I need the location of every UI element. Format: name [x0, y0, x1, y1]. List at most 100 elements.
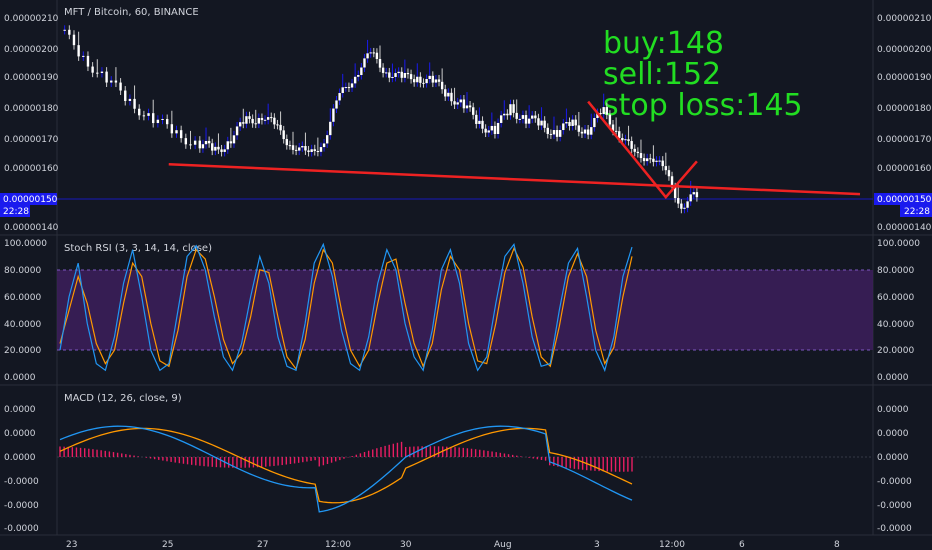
- candle-body: [667, 170, 671, 177]
- candle-body: [198, 140, 202, 149]
- macd-tick-right: -0.0000: [877, 477, 912, 487]
- candle-body: [226, 141, 229, 150]
- candle-body: [110, 80, 113, 83]
- macd-tick-left: -0.0000: [4, 524, 39, 534]
- candle-body: [416, 76, 419, 83]
- candle-body: [332, 108, 335, 122]
- candle-body: [437, 79, 441, 82]
- candle-body: [599, 113, 602, 115]
- timer-right: 22:28: [904, 207, 930, 217]
- candle-body: [540, 120, 543, 126]
- candle-body: [627, 139, 630, 142]
- price-tick-left: 0.00000190: [4, 73, 59, 83]
- candle-body: [189, 144, 192, 146]
- stoch-tick-left: 100.0000: [4, 239, 47, 249]
- candle-body: [304, 146, 307, 151]
- stoch-tick-left: 80.0000: [4, 266, 41, 276]
- candle-body: [447, 92, 450, 97]
- candle-body: [633, 148, 636, 152]
- candle-body: [586, 129, 590, 135]
- candle-body: [307, 150, 310, 152]
- stoch-tick-left: 40.0000: [4, 320, 41, 330]
- stoch-tick-right: 60.0000: [877, 293, 914, 303]
- last-price-badge-left: [0, 193, 57, 205]
- candle-body: [68, 29, 71, 35]
- macd-axis-right: 0.0000 0.0000 0.0000 -0.0000 -0.0000 -0.…: [877, 405, 912, 534]
- candle-body: [459, 99, 462, 103]
- candle-body: [301, 146, 304, 148]
- candle-body: [537, 118, 540, 126]
- candle-body: [605, 107, 608, 115]
- candle-body: [434, 79, 438, 83]
- candle-body: [310, 149, 313, 152]
- stoch-tick-left: 0.0000: [4, 373, 36, 383]
- stoch-tick-right: 0.0000: [877, 373, 909, 383]
- candle-body: [353, 76, 357, 84]
- candle-body: [673, 187, 677, 199]
- candle-body: [211, 143, 214, 151]
- macd-title: MACD (12, 26, close, 9): [64, 393, 182, 404]
- candle-body: [207, 140, 211, 144]
- candle-body: [313, 149, 316, 152]
- candle-body: [555, 130, 559, 137]
- candle-body: [128, 98, 132, 101]
- candle-body: [543, 120, 546, 128]
- macd-line: [59, 425, 633, 513]
- candle-body: [242, 122, 245, 124]
- candle-body: [431, 75, 435, 83]
- price-tick-right: 0.00000180: [877, 104, 932, 114]
- candle-body: [692, 192, 695, 195]
- candle-body: [453, 101, 456, 105]
- candle-body: [298, 147, 301, 151]
- candle-body: [378, 58, 382, 68]
- price-tick-right: 0.00000140: [877, 223, 932, 233]
- candle-body: [487, 130, 490, 133]
- x-tick: Aug: [494, 540, 512, 550]
- candle-body: [670, 176, 674, 188]
- x-tick: 3: [594, 540, 600, 550]
- candle-body: [624, 139, 627, 141]
- candle-body: [425, 79, 428, 84]
- candle-body: [335, 100, 338, 109]
- candle-body: [577, 125, 581, 132]
- candle-body: [456, 102, 459, 105]
- candle-body: [254, 123, 257, 125]
- candle-body: [475, 114, 478, 124]
- candle-body: [403, 72, 407, 78]
- candle-body: [201, 144, 205, 149]
- candle-body: [288, 145, 292, 147]
- stoch-rsi-series: [59, 242, 633, 373]
- stoch-k-line: [59, 242, 633, 373]
- candle-body: [524, 115, 528, 124]
- last-price-left: 0.00000150: [3, 195, 58, 205]
- price-tick-left: 0.00000170: [4, 135, 59, 145]
- price-tick-right: 0.00000200: [877, 45, 932, 55]
- candle-body: [509, 104, 512, 116]
- candle-body: [484, 128, 487, 133]
- candle-body: [156, 119, 160, 124]
- timer-badge-right: [900, 205, 932, 217]
- candle-body: [661, 160, 664, 167]
- candle-body: [282, 130, 285, 140]
- candle-body: [419, 76, 422, 83]
- candle-body: [468, 105, 472, 108]
- candle-body: [630, 141, 633, 149]
- candle-body: [590, 127, 593, 135]
- candle-body: [165, 118, 169, 125]
- candle-body: [248, 116, 251, 119]
- candle-body: [82, 55, 85, 57]
- candle-body: [105, 71, 108, 83]
- last-price-badge-right: [874, 193, 932, 205]
- candle-body: [558, 130, 562, 137]
- candle-body: [568, 122, 571, 126]
- macd-signal-line: [59, 427, 633, 504]
- candle-body: [220, 149, 223, 152]
- candle-body: [677, 198, 680, 204]
- candle-body: [462, 99, 466, 109]
- candle-body: [133, 98, 136, 109]
- candle-body: [360, 67, 363, 76]
- candle-body: [695, 192, 699, 198]
- candle-body: [372, 52, 375, 54]
- annotation-sell: sell:152: [603, 57, 721, 92]
